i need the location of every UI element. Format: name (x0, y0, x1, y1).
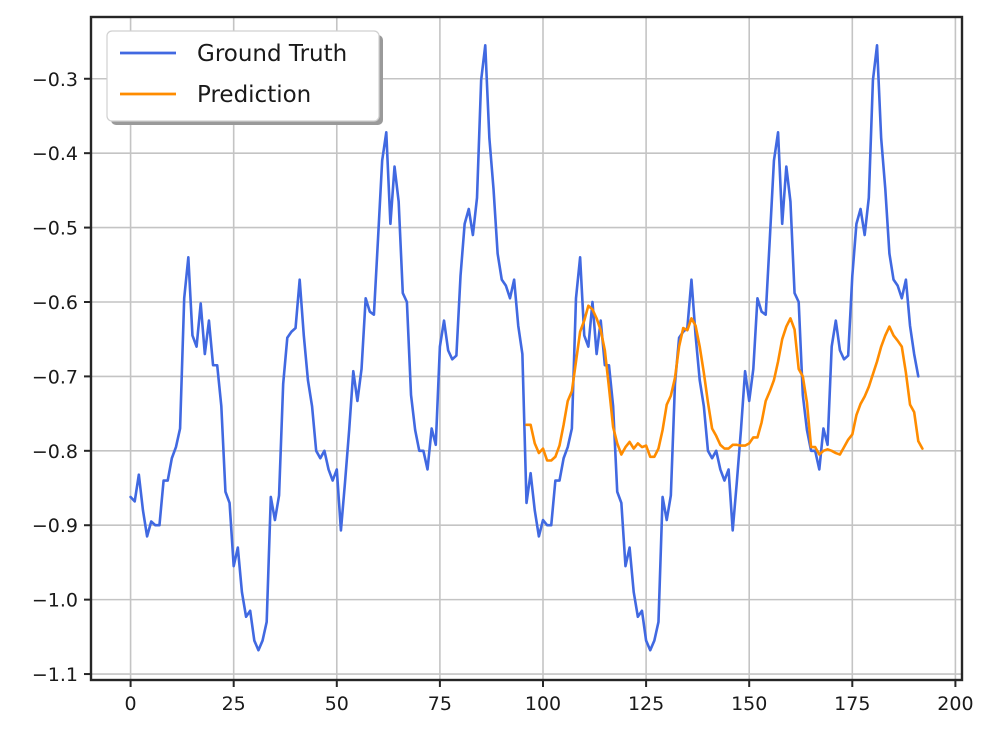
ground-truth-series-line (129, 43, 920, 652)
x-tick-label: 0 (125, 693, 137, 715)
grid-lines (91, 17, 962, 680)
y-tick-label: −0.6 (32, 292, 78, 314)
prediction-legend-label: Prediction (197, 82, 311, 108)
y-tick-label: −1.0 (32, 590, 78, 612)
x-tick-label: 150 (731, 693, 767, 715)
x-tick-label: 50 (325, 693, 349, 715)
y-tick-label: −0.4 (32, 143, 78, 165)
prediction-series-line (525, 304, 924, 462)
x-tick-label: 75 (428, 693, 452, 715)
x-tick-label: 175 (834, 693, 870, 715)
series-layer (129, 43, 924, 652)
y-tick-label: −0.3 (32, 69, 78, 91)
axes-frame (89, 15, 964, 682)
legend: Ground Truth Prediction (106, 30, 383, 125)
ground-truth-legend-label: Ground Truth (197, 41, 347, 67)
y-tick-label: −0.5 (32, 218, 78, 240)
x-axis: 0 25 50 75 100 125 150 175 200 (125, 680, 974, 715)
y-tick-label: −0.8 (32, 441, 78, 463)
y-tick-label: −1.1 (32, 664, 78, 686)
y-axis: −0.3 −0.4 −0.5 −0.6 −0.7 −0.8 −0.9 −1.0 −1.1 (32, 69, 91, 686)
y-tick-label: −0.7 (32, 366, 78, 388)
y-tick-label: −0.9 (32, 515, 78, 537)
x-tick-label: 125 (628, 693, 664, 715)
x-tick-label: 25 (222, 693, 246, 715)
x-tick-label: 100 (525, 693, 561, 715)
x-tick-label: 200 (937, 693, 973, 715)
